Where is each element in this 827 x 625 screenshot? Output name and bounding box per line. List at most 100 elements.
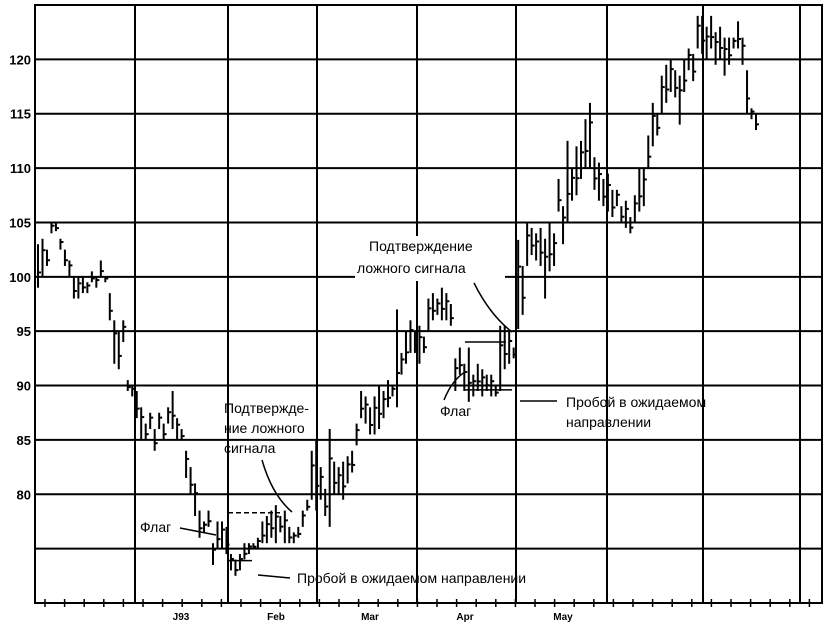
price-bar xyxy=(113,320,118,364)
annotation-text: Подтверждение xyxy=(369,238,473,254)
price-bar xyxy=(449,304,454,326)
price-bar xyxy=(611,189,616,218)
price-bar xyxy=(683,59,688,92)
annotation-text: направлении xyxy=(566,414,651,430)
annotation-breakout-2: Пробой в ожидаемом направлении xyxy=(520,394,706,430)
x-tick-label: Apr xyxy=(456,612,473,623)
price-bar xyxy=(687,48,692,71)
price-bar xyxy=(247,543,252,555)
flag-lines xyxy=(228,341,512,562)
price-bar xyxy=(176,418,181,440)
price-bar xyxy=(167,407,172,424)
price-bar xyxy=(624,200,629,228)
price-bar xyxy=(355,423,360,446)
price-bar xyxy=(180,429,185,440)
arrow-icon xyxy=(179,527,217,536)
price-bar xyxy=(723,37,728,76)
price-bar xyxy=(216,521,221,549)
price-bar xyxy=(225,526,230,555)
price-bar xyxy=(750,108,755,120)
price-bar xyxy=(521,265,526,315)
price-bar xyxy=(243,543,248,560)
price-bar xyxy=(369,407,374,435)
y-tick-label: 100 xyxy=(9,270,31,285)
price-bar xyxy=(99,260,104,277)
grid xyxy=(34,4,823,607)
price-bar xyxy=(651,102,656,147)
price-bar xyxy=(95,276,100,288)
price-bar xyxy=(566,140,571,223)
price-bar xyxy=(104,276,109,283)
y-tick-label: 110 xyxy=(10,161,31,176)
price-bar xyxy=(158,412,163,430)
price-bar xyxy=(692,53,697,82)
price-bar xyxy=(86,282,91,294)
price-bar xyxy=(41,238,46,277)
price-bar xyxy=(301,510,306,527)
price-bar xyxy=(741,37,746,65)
price-bar xyxy=(212,543,217,565)
price-bar xyxy=(72,276,77,299)
annotation-text: сигнала xyxy=(224,440,276,456)
price-bar xyxy=(378,385,383,430)
price-bar xyxy=(135,390,140,419)
price-bar xyxy=(512,347,517,359)
price-bar xyxy=(360,390,365,419)
price-bar xyxy=(436,298,441,315)
price-bar xyxy=(732,37,737,49)
y-tick-label: 80 xyxy=(17,487,31,502)
annotation-text: Пробой в ожидаемом xyxy=(566,394,706,410)
y-tick-label: 95 xyxy=(17,324,31,339)
price-bar xyxy=(54,222,59,232)
price-bar xyxy=(642,168,647,207)
label-background xyxy=(355,236,505,281)
price-bar xyxy=(705,26,710,60)
price-bar xyxy=(261,521,266,544)
price-bar xyxy=(562,206,567,245)
price-bar xyxy=(310,450,315,500)
price-bar xyxy=(517,239,522,330)
price-bar xyxy=(229,554,234,571)
price-bar xyxy=(382,390,387,419)
x-tick-label: J93 xyxy=(173,612,190,623)
price-bar xyxy=(342,461,347,500)
arrow-icon xyxy=(443,371,466,401)
price-bar xyxy=(279,516,284,533)
price-bar xyxy=(728,37,733,65)
price-bars xyxy=(37,15,759,576)
price-bar xyxy=(283,510,288,544)
price-bar xyxy=(351,450,356,473)
price-bar xyxy=(373,396,378,435)
price-bar xyxy=(602,178,607,207)
price-bar xyxy=(530,227,535,256)
price-bar xyxy=(544,238,549,299)
price-bar xyxy=(189,467,194,495)
x-tick-label: May xyxy=(553,612,573,623)
price-bar xyxy=(440,287,445,321)
price-bar xyxy=(45,249,50,266)
x-tick-label: Mar xyxy=(361,612,379,623)
price-bar xyxy=(719,26,724,60)
price-bar xyxy=(485,374,490,391)
price-bar xyxy=(203,521,208,533)
price-bar xyxy=(746,70,751,114)
price-bar xyxy=(144,423,149,440)
price-bar xyxy=(629,217,634,234)
price-bar xyxy=(391,385,396,397)
price-bar xyxy=(324,488,329,517)
price-bar xyxy=(274,505,279,544)
price-bar xyxy=(37,244,41,288)
price-bar xyxy=(149,412,154,430)
price-bar xyxy=(615,189,620,207)
price-bar xyxy=(59,238,64,250)
annotation-text: ложного сигнала xyxy=(357,260,466,276)
y-tick-label: 115 xyxy=(10,107,31,122)
price-bar xyxy=(490,374,495,397)
price-bar xyxy=(579,140,584,179)
arrow-icon xyxy=(261,459,293,513)
price-bar xyxy=(256,537,261,549)
annotation-text: Пробой в ожидаемом направлении xyxy=(297,570,526,586)
price-bar xyxy=(454,358,459,391)
price-bar xyxy=(185,450,190,478)
